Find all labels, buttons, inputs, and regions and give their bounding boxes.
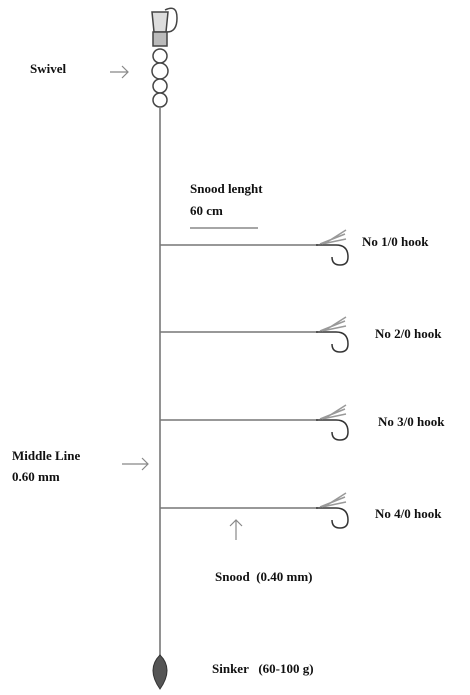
snood-length-value: 60 cm — [190, 203, 223, 218]
swivel-icon — [151, 7, 178, 108]
swivel-label: Swivel — [30, 61, 67, 76]
hook-label: No 2/0 hook — [375, 326, 442, 341]
middle-line-value: 0.60 mm — [12, 469, 60, 484]
hook-label: No 4/0 hook — [375, 506, 442, 521]
snood-length-label: Snood lenght — [190, 181, 263, 196]
middle-line-label: Middle Line — [12, 448, 80, 463]
sinker-icon — [152, 654, 168, 690]
snood-label: Snood (0.40 mm) — [215, 569, 313, 584]
hook-label: No 1/0 hook — [362, 234, 429, 249]
middle-line-arrow — [122, 457, 149, 471]
hook-label: No 3/0 hook — [378, 414, 445, 429]
sinker-label: Sinker (60-100 g) — [212, 661, 314, 676]
swivel-arrow — [110, 65, 129, 79]
hook-icons — [316, 229, 349, 529]
snoods — [160, 244, 318, 509]
snood-arrow — [229, 519, 243, 540]
